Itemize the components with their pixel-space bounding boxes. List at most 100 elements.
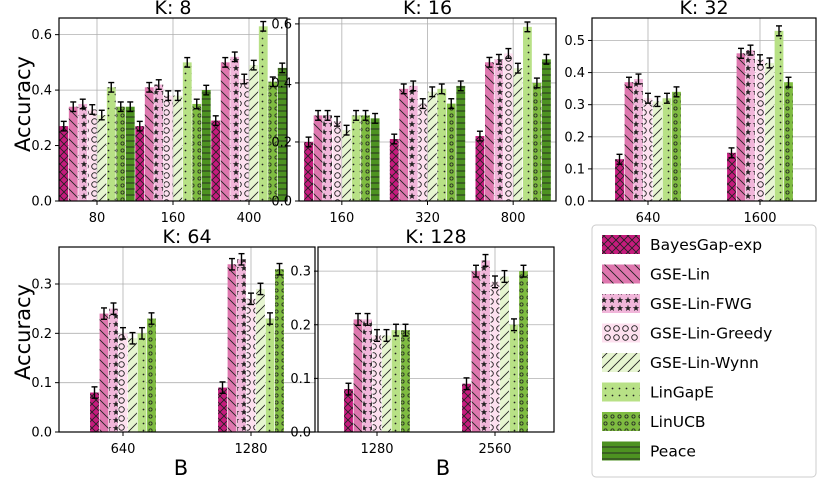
x-tick-label: 1600	[743, 211, 776, 226]
bar-hatch	[163, 95, 173, 201]
x-tick-label: 80	[89, 211, 106, 226]
legend-label: GSE-Lin-Greedy	[650, 325, 772, 343]
bar-hatch	[456, 85, 466, 201]
y-tick-label: 0.4	[31, 84, 52, 99]
bar-hatch	[399, 88, 409, 201]
y-tick-label: 0.1	[564, 162, 585, 177]
legend-label: LinGapE	[650, 384, 714, 402]
bar-hatch	[239, 79, 249, 201]
bar-hatch	[265, 318, 275, 432]
bar-hatch	[268, 81, 278, 201]
x-axis-label-right: B	[436, 456, 450, 480]
bar-hatch	[382, 335, 391, 432]
bar-hatch	[137, 333, 147, 432]
x-tick-label: 800	[501, 211, 526, 226]
y-tick-label: 0.2	[31, 327, 52, 342]
bar-hatch	[427, 91, 437, 201]
bar-hatch	[437, 88, 447, 201]
bar-hatch	[391, 330, 401, 432]
bar-hatch	[513, 68, 523, 201]
x-tick-label: 320	[415, 211, 440, 226]
bar-hatch	[523, 26, 532, 201]
x-tick-label: 640	[636, 211, 661, 226]
bar-hatch	[258, 26, 268, 202]
bar-hatch	[218, 387, 227, 432]
legend-item: GSE-Lin-FWG	[602, 294, 752, 313]
bar-hatch	[237, 259, 246, 432]
bar-hatch	[481, 260, 490, 432]
bar-hatch	[774, 30, 784, 202]
bar-hatch	[59, 126, 69, 201]
bar-hatch	[353, 319, 363, 432]
bar-hatch	[662, 98, 672, 201]
bar-hatch	[509, 324, 519, 432]
bar-hatch	[90, 392, 99, 432]
panel-k4: 1280 2560 0.0 0.1 0.2 0.3 K: 128	[290, 226, 555, 457]
panel-k3: 640 1280 0.0 0.1 0.2 0.3 K: 64	[31, 226, 316, 457]
bar-hatch	[227, 264, 237, 432]
panel-k2: 640 1600 0.0 0.1 0.2 0.3 0.4 0.5 K: 32	[564, 0, 817, 226]
bar-hatch	[363, 319, 372, 432]
legend-swatch-hatch	[602, 382, 640, 402]
y-tick-label: 0.5	[564, 34, 585, 49]
bar-hatch	[490, 281, 500, 432]
x-axis-label-left: B	[174, 456, 188, 480]
bar-hatch	[344, 389, 353, 432]
bar-hatch	[446, 103, 456, 201]
plot-frame	[58, 17, 288, 202]
bar-hatch	[672, 91, 681, 201]
y-tick-label: 0.2	[31, 139, 52, 154]
legend-swatch-hatch	[602, 264, 640, 284]
bar-hatch	[256, 288, 265, 432]
bar-hatch	[494, 59, 504, 201]
bar-hatch	[408, 85, 418, 201]
bar-hatch	[125, 106, 135, 201]
legend-label: Peace	[650, 443, 696, 461]
y-tick-label: 0.0	[271, 195, 292, 210]
bar-hatch	[182, 62, 192, 202]
y-tick-label: 0.1	[290, 372, 311, 387]
bar-hatch	[471, 271, 481, 432]
y-tick-label: 0.0	[290, 426, 311, 441]
y-tick-label: 0.0	[31, 426, 52, 441]
bar-hatch	[532, 82, 542, 201]
x-tick-label: 2560	[478, 442, 511, 457]
bar-hatch	[249, 65, 259, 202]
legend-label: GSE-Lin	[650, 266, 710, 284]
y-tick-label: 0.3	[290, 265, 311, 280]
bar-hatch	[109, 308, 118, 432]
bar-hatch	[97, 115, 107, 201]
bar-hatch	[78, 103, 88, 201]
x-tick-label: 160	[161, 211, 186, 226]
bar-hatch	[784, 82, 793, 201]
legend-label: GSE-Lin-Wynn	[650, 354, 759, 372]
x-tick-label: 400	[237, 211, 262, 226]
bar-hatch	[653, 101, 662, 201]
bar-hatch	[615, 159, 624, 201]
legend-label: BayesGap-exp	[650, 236, 762, 254]
legend-item: Peace	[602, 441, 696, 461]
bar-hatch	[106, 87, 116, 201]
legend-item: LinUCB	[602, 412, 706, 431]
y-tick-label: 0.2	[564, 130, 585, 145]
panel-title: K: 32	[679, 0, 728, 19]
bar-hatch	[504, 53, 513, 201]
y-tick-label: 0.2	[271, 135, 292, 150]
bar-hatch	[332, 121, 342, 201]
bar-hatch	[401, 330, 410, 432]
y-tick-label: 0.4	[271, 76, 292, 91]
plot-frame	[58, 246, 316, 433]
y-axis-label-top: Accuracy	[11, 56, 35, 152]
bar-hatch	[736, 53, 746, 201]
bar-hatch	[144, 87, 154, 201]
bar-hatch	[211, 120, 221, 201]
bar-hatch	[277, 67, 287, 201]
legend-swatch-hatch	[602, 353, 640, 372]
y-tick-label: 0.3	[564, 98, 585, 113]
legend-box	[591, 224, 817, 478]
bar-hatch	[135, 126, 145, 201]
bar-hatch	[746, 50, 755, 202]
bar-hatch	[87, 109, 97, 201]
x-tick-label: 640	[111, 442, 136, 457]
bar-hatch	[246, 298, 256, 432]
